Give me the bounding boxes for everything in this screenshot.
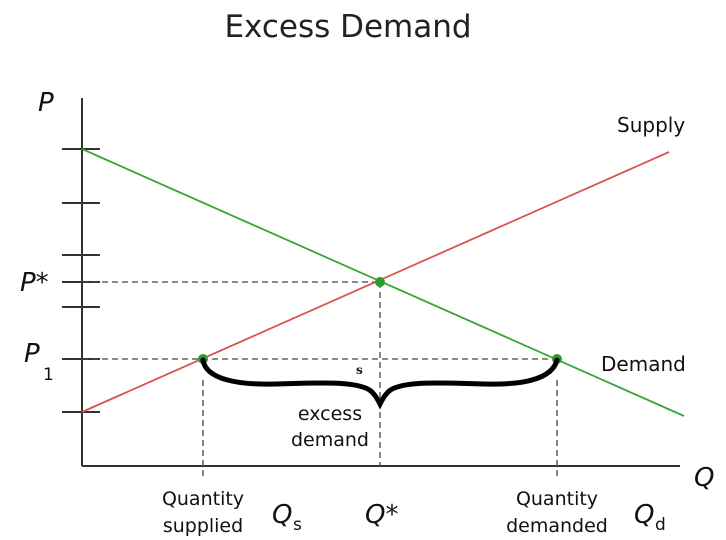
excess-label-line1: excess (298, 403, 362, 425)
excess-demand-brace (200, 357, 560, 410)
equilibrium-point (375, 277, 385, 287)
demand-label: Demand (601, 352, 686, 376)
qs-label: Q (272, 500, 292, 530)
quantity-demanded-line2: demanded (506, 515, 608, 537)
quantity-supplied-line1: Quantity (162, 488, 244, 510)
qd-label: Q (634, 500, 654, 530)
diagram-title: Excess Demand (224, 9, 471, 45)
p1-label: P (24, 339, 40, 369)
supply-label: Supply (617, 113, 685, 137)
excess-label-line2: demand (291, 429, 369, 451)
y-axis-ticks (62, 148, 100, 413)
p1-subscript: 1 (43, 365, 54, 385)
p-star-label: P* (20, 268, 49, 298)
brace-mark: s (356, 363, 363, 377)
q-star-label: Q* (365, 500, 398, 530)
qs-subscript: s (293, 515, 302, 535)
quantity-supplied-line2: supplied (163, 515, 243, 537)
qd-subscript: d (655, 515, 666, 535)
x-axis-label: Q (694, 463, 714, 493)
y-axis-label: P (38, 88, 54, 118)
quantity-demanded-line1: Quantity (516, 488, 598, 510)
